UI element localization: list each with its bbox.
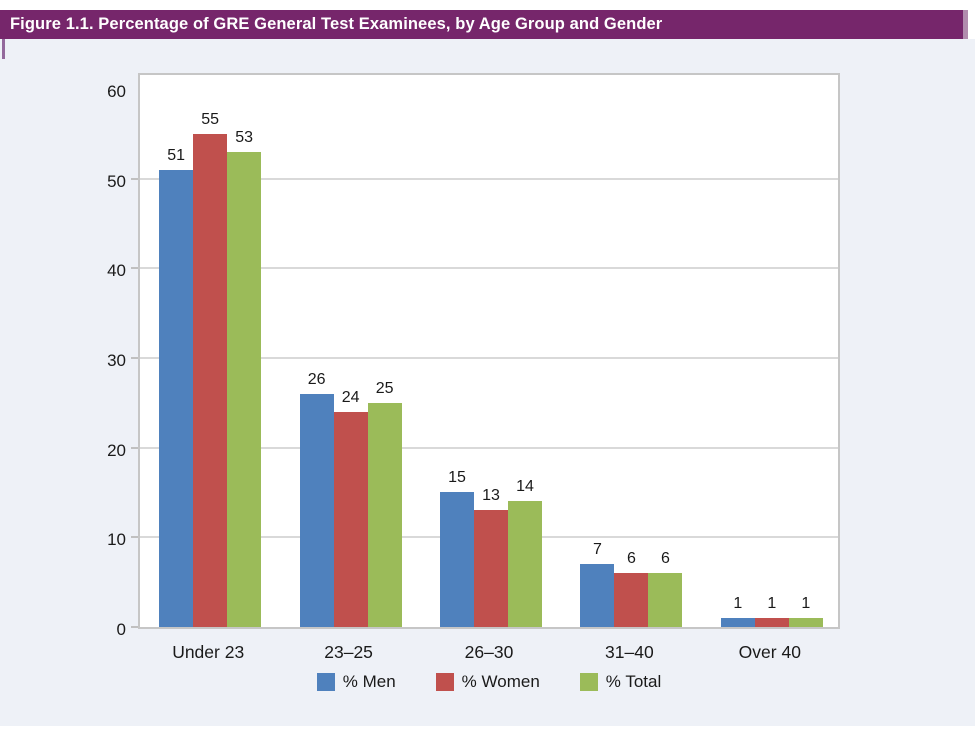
y-axis-label-30: 30: [107, 350, 126, 370]
bar-value-label: 15: [448, 469, 466, 487]
plot-area: 51 55 53 26 24 25 15 13 14 7 6 6 1 1 1: [131, 73, 840, 629]
y-axis-tick-0: [131, 626, 138, 628]
gridline-20: [140, 446, 838, 449]
legend-item-women: % Women: [435, 672, 540, 692]
legend-label: % Total: [605, 672, 662, 691]
bar-value-label: 24: [341, 388, 360, 406]
figure-title: Figure 1.1. Percentage of GRE General Te…: [10, 15, 663, 33]
bar-men-3: [440, 492, 474, 627]
bar-value-label: 14: [516, 478, 534, 496]
y-axis-label-20: 20: [107, 440, 126, 460]
category-label-1: Under 23: [172, 642, 245, 662]
bar-total-5: [788, 618, 823, 627]
y-axis-tick-50: [131, 177, 138, 180]
figure-title-bar: Figure 1.1. Percentage of GRE General Te…: [0, 10, 968, 39]
y-axis-label-40: 40: [107, 261, 126, 281]
bar-value-label: 51: [167, 146, 186, 164]
y-axis-label-0: 0: [116, 620, 126, 639]
bar-value-label: 1: [801, 595, 811, 613]
left-margin-tick: [2, 39, 5, 59]
legend-swatch-total: [579, 673, 598, 691]
legend-swatch-men: [316, 673, 335, 691]
gridline-50: [140, 177, 838, 180]
bar-value-label: 26: [307, 370, 326, 388]
y-axis-tick-40: [131, 267, 138, 270]
y-axis-tick-30: [131, 356, 138, 359]
category-label-5: Over 40: [738, 642, 801, 662]
category-label-4: 31–40: [605, 642, 654, 662]
bar-men-1: [159, 169, 194, 627]
bar-value-label: 1: [767, 595, 777, 613]
category-label-3: 26–30: [464, 642, 514, 662]
legend-label: % Men: [342, 672, 396, 691]
y-axis-tick-20: [131, 446, 138, 449]
bar-value-label: 1: [733, 595, 743, 613]
bar-total-3: [508, 501, 542, 627]
y-axis-tick-10: [131, 536, 138, 539]
bar-women-4: [614, 573, 649, 627]
bar-value-label: 55: [201, 110, 220, 128]
bar-women-1: [193, 133, 228, 627]
bar-value-label: 25: [375, 379, 394, 397]
bar-women-3: [474, 510, 508, 627]
legend-label: % Women: [461, 672, 540, 691]
bar-total-1: [227, 151, 262, 627]
bar-value-label: 13: [482, 487, 500, 505]
y-axis-label-10: 10: [107, 530, 126, 550]
bar-women-5: [754, 618, 789, 627]
bar-value-label: 6: [626, 550, 636, 568]
bar-value-label: 6: [660, 550, 670, 568]
bar-men-5: [720, 618, 755, 627]
legend-swatch-women: [435, 673, 454, 691]
legend-item-men: % Men: [316, 672, 396, 692]
bar-value-label: 53: [235, 128, 254, 146]
bar-total-4: [648, 573, 683, 627]
gridline-40: [140, 267, 838, 270]
y-axis-label-60: 60: [107, 81, 126, 101]
legend-item-total: % Total: [579, 672, 662, 692]
y-axis-label-50: 50: [107, 171, 126, 191]
chart-legend: % Men % Women % Total: [138, 671, 840, 693]
bar-men-2: [299, 393, 334, 627]
category-label-2: 23–25: [324, 642, 373, 662]
gridline-30: [140, 356, 838, 359]
bar-women-2: [333, 411, 368, 627]
bar-value-label: 7: [592, 541, 602, 559]
bar-men-4: [580, 564, 615, 627]
bar-total-2: [367, 402, 402, 627]
